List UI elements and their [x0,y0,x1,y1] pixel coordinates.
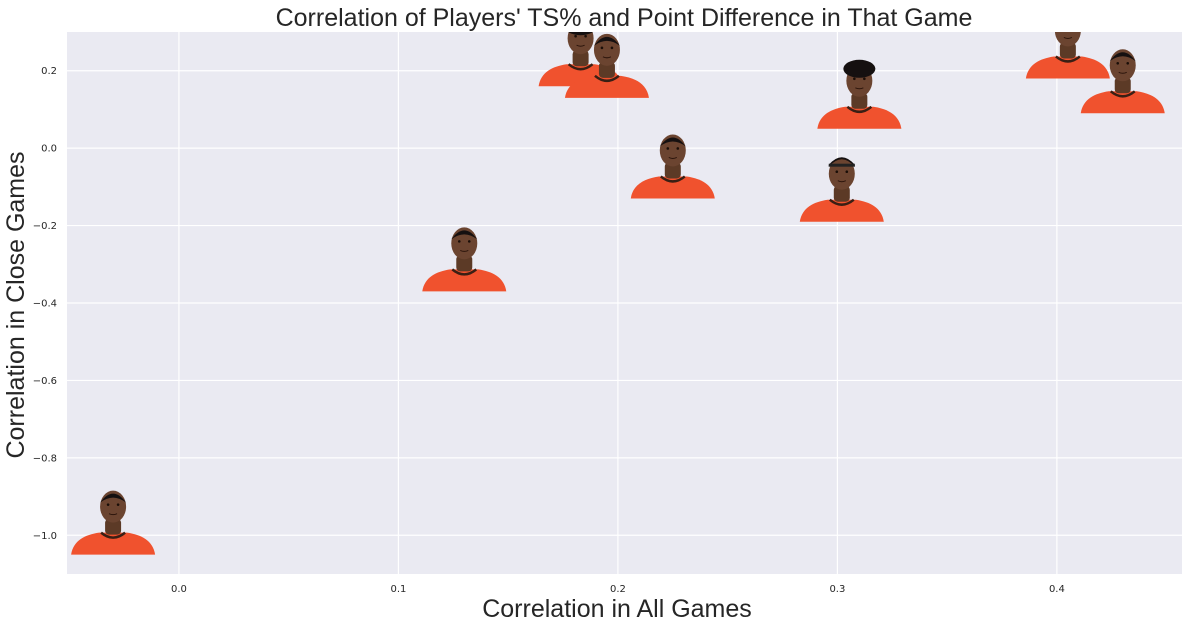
y-tick-label: 0.2 [41,66,57,77]
data-points [71,32,1165,555]
x-tick-label: 0.1 [390,584,406,595]
y-tick-label: 0.0 [41,144,57,155]
player-headshot-marker [817,59,902,129]
x-tick-label: 0.0 [171,584,187,595]
player-headshot-marker [71,490,156,555]
x-tick-labels: 0.0 0.1 0.2 0.3 0.4 [171,584,1065,595]
y-tick-label: −0.2 [33,221,57,232]
chart-title: Correlation of Players' TS% and Point Di… [276,4,973,32]
player-headshot-marker [422,227,507,292]
y-tick-label: −0.4 [33,299,57,310]
y-tick-label: −1.0 [33,531,57,542]
y-tick-label: −0.6 [33,376,57,387]
y-axis-label: Correlation in Close Games [2,151,30,458]
y-tick-labels: 0.2 0.0 −0.2 −0.4 −0.6 −0.8 −1.0 [33,66,57,542]
player-headshot-marker [1025,32,1110,79]
player-headshot-marker [799,157,884,222]
x-tick-label: 0.2 [610,584,626,595]
player-headshot-marker [1080,49,1165,114]
player-headshot-marker [630,134,715,199]
player-headshot-marker [564,33,649,98]
x-axis-label: Correlation in All Games [482,595,752,623]
y-tick-label: −0.8 [33,453,57,464]
x-tick-label: 0.4 [1049,584,1065,595]
x-tick-label: 0.3 [829,584,845,595]
grid-lines [67,32,1182,574]
